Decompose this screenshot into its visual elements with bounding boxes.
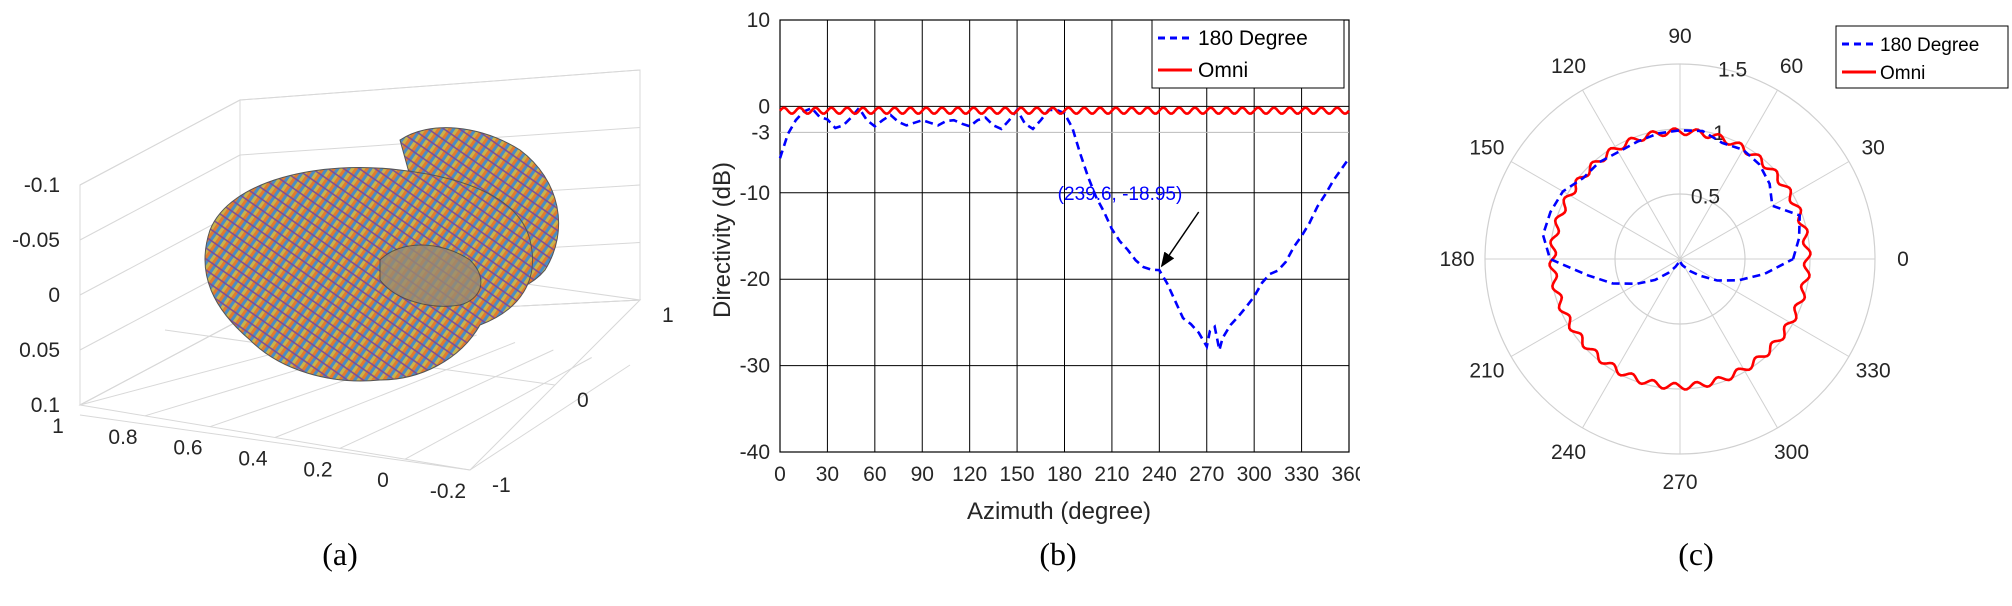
- x-tick-label: 0.2: [303, 458, 332, 481]
- x-tick-label: 180: [1047, 463, 1082, 486]
- panel-b: 0 30 60 90 120 150 180 210 240 270 300 330 360 10 0 -3 -…: [680, 0, 1360, 606]
- line-chart-series: [778, 105, 1351, 351]
- x-tick-label: -0.2: [430, 480, 466, 503]
- angle-tick-label: 60: [1780, 55, 1803, 78]
- caption-a: (a): [322, 536, 358, 572]
- x-tick-label: 0.4: [238, 448, 268, 471]
- line-chart-grid: [779, 19, 1350, 453]
- angle-tick-label: 270: [1662, 471, 1697, 494]
- x-tick-label: 300: [1237, 463, 1272, 486]
- polar-spoke: [1582, 258, 1681, 429]
- y-tick-label: -10: [740, 182, 770, 205]
- x-tick-label: 60: [863, 463, 886, 486]
- legend-b: 180 Degree Omni: [1151, 19, 1345, 89]
- x-tick-label: 270: [1189, 463, 1224, 486]
- z-tick-label: -0.05: [12, 229, 60, 252]
- y-tick-label: 1: [662, 304, 674, 327]
- polar-grid: [1484, 63, 1876, 455]
- z-tick-label: 0.05: [19, 339, 60, 362]
- angle-tick-label: 120: [1551, 55, 1586, 78]
- y-tick-label: -20: [740, 268, 770, 291]
- angle-tick-label: 240: [1551, 441, 1586, 464]
- x-tick-label: 0.8: [108, 426, 137, 449]
- z-tick-label: -0.1: [24, 174, 60, 197]
- polar-spoke: [1679, 161, 1850, 260]
- grid-y-line: [79, 414, 471, 471]
- radius-tick-label: 0.5: [1691, 185, 1720, 208]
- series-omni: [779, 106, 1350, 115]
- y-tick-label: 0: [758, 95, 770, 118]
- grid-z-line: [79, 99, 241, 186]
- y-tick-label: -3: [751, 121, 770, 144]
- panel-a: -0.1 -0.05 0 0.05 0.1 1 0.8 0.6 0.4 0.2 0 -0.2 1 0 -1 …: [0, 0, 680, 606]
- x-tick-label: 240: [1142, 463, 1177, 486]
- legend-label-180-c: 180 Degree: [1880, 35, 1979, 56]
- y-tick-label: 10: [747, 9, 770, 32]
- angle-tick-label: 180: [1439, 248, 1474, 271]
- x-tick-label: 0: [774, 463, 786, 486]
- caption-c: (c): [1678, 536, 1714, 572]
- surface-main: [204, 167, 534, 382]
- panel-c: 0 30 60 90 120 150 180 210 240 270 300 330 0.5 1 1.5 1…: [1360, 0, 2012, 606]
- y-tick-label: 0: [577, 389, 589, 412]
- caption-b: (b): [1039, 536, 1077, 572]
- z-tick-label: 0.1: [31, 394, 60, 417]
- polar-series-180-degree: [1541, 128, 1802, 286]
- x-tick-label: 1: [52, 415, 64, 438]
- x-tick-label: 90: [911, 463, 934, 486]
- x-tick-label: 30: [816, 463, 839, 486]
- legend-label-omni-c: Omni: [1880, 63, 1925, 84]
- x-tick-label: 0: [377, 469, 389, 492]
- line-chart-ticks: 0 30 60 90 120 150 180 210 240 270 300 330 360 10 0 -3 -…: [740, 9, 1360, 486]
- grid-x-line: [404, 357, 592, 460]
- z-tick-label: 0: [48, 284, 60, 307]
- angle-tick-label: 30: [1861, 137, 1884, 160]
- x-tick-label: 120: [952, 463, 987, 486]
- annotation-arrow: [1160, 211, 1200, 268]
- y-axis-label: Directivity (dB): [709, 162, 736, 318]
- angle-tick-label: 150: [1469, 137, 1504, 160]
- legend-label-omni: Omni: [1198, 59, 1248, 82]
- polar-spoke: [1510, 161, 1681, 260]
- angle-tick-label: 330: [1856, 360, 1891, 383]
- angle-tick-label: 210: [1469, 360, 1504, 383]
- polar-spoke: [1679, 89, 1778, 260]
- angle-tick-label: 0: [1897, 248, 1909, 271]
- grid-z-line: [79, 154, 241, 241]
- series-180-degree: [778, 105, 1351, 351]
- x-tick-label: 0.6: [173, 437, 202, 460]
- polar-spoke: [1510, 258, 1681, 357]
- angle-tick-label: 90: [1668, 25, 1691, 48]
- x-tick-label: 360: [1331, 463, 1360, 486]
- x-tick-label: 210: [1094, 463, 1129, 486]
- 3d-surface: [204, 127, 560, 382]
- grid-z-line-back: [239, 69, 641, 101]
- y-tick-label: -40: [740, 441, 770, 464]
- x-tick-label: 150: [1000, 463, 1035, 486]
- polar-spoke: [1582, 89, 1681, 260]
- x-tick-label: 330: [1284, 463, 1319, 486]
- chart-b-svg: 0 30 60 90 120 150 180 210 240 270 300 330 360 10 0 -3 -…: [709, 9, 1360, 525]
- polar-spoke: [1679, 258, 1850, 357]
- surface-rim: [379, 244, 482, 307]
- grid-x-line: [339, 349, 554, 449]
- grid-x-line: [469, 364, 631, 471]
- legend-c: 180 Degree Omni: [1835, 25, 2009, 89]
- polar-spoke: [1679, 258, 1778, 429]
- legend-label-180: 180 Degree: [1198, 27, 1308, 50]
- x-axis-label: Azimuth (degree): [967, 498, 1151, 525]
- y-tick-label: -1: [492, 474, 511, 497]
- radius-tick-label: 1.5: [1718, 58, 1747, 81]
- grid-x-line: [274, 342, 516, 438]
- grid-z-line: [79, 319, 241, 406]
- y-tick-label: -30: [740, 355, 770, 378]
- angle-tick-label: 300: [1774, 441, 1809, 464]
- polar-series: [1541, 127, 1812, 391]
- annotation-label: (239.6, -18.95): [1058, 184, 1183, 205]
